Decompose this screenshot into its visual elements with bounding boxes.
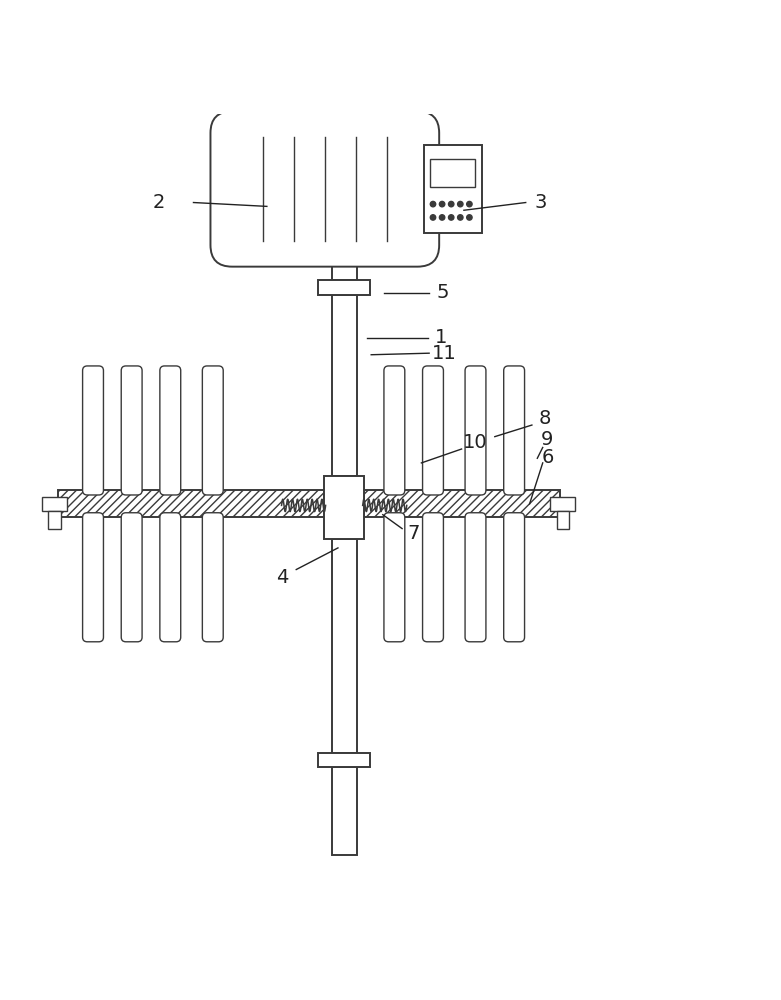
Bar bbox=[318, 753, 370, 767]
FancyBboxPatch shape bbox=[83, 366, 103, 495]
FancyBboxPatch shape bbox=[83, 513, 103, 642]
Text: 3: 3 bbox=[535, 193, 547, 212]
Bar bbox=[430, 159, 476, 187]
Text: 6: 6 bbox=[541, 448, 554, 467]
FancyBboxPatch shape bbox=[160, 513, 180, 642]
FancyBboxPatch shape bbox=[423, 513, 444, 642]
Bar bbox=[324, 476, 364, 539]
Circle shape bbox=[440, 215, 445, 220]
FancyBboxPatch shape bbox=[504, 513, 525, 642]
Bar bbox=[332, 539, 356, 753]
Bar bbox=[424, 145, 482, 233]
Text: 2: 2 bbox=[152, 193, 165, 212]
Circle shape bbox=[458, 201, 463, 207]
FancyBboxPatch shape bbox=[121, 366, 142, 495]
FancyBboxPatch shape bbox=[160, 366, 180, 495]
Text: 8: 8 bbox=[539, 409, 551, 428]
Bar bbox=[318, 280, 370, 295]
FancyBboxPatch shape bbox=[202, 366, 223, 495]
FancyBboxPatch shape bbox=[384, 513, 405, 642]
FancyBboxPatch shape bbox=[384, 366, 405, 495]
Text: 10: 10 bbox=[463, 433, 488, 452]
Text: 9: 9 bbox=[541, 430, 554, 449]
Bar bbox=[59, 490, 324, 517]
Bar bbox=[332, 295, 356, 476]
FancyBboxPatch shape bbox=[202, 513, 223, 642]
Bar bbox=[364, 490, 561, 517]
Text: 4: 4 bbox=[276, 568, 288, 587]
Circle shape bbox=[467, 215, 472, 220]
Circle shape bbox=[440, 201, 445, 207]
FancyBboxPatch shape bbox=[121, 513, 142, 642]
Bar bbox=[332, 245, 356, 280]
Circle shape bbox=[430, 215, 436, 220]
Text: 1: 1 bbox=[434, 328, 447, 347]
Text: 7: 7 bbox=[408, 524, 420, 543]
Circle shape bbox=[458, 215, 463, 220]
Bar bbox=[48, 511, 61, 529]
Bar bbox=[42, 497, 66, 511]
Text: 11: 11 bbox=[432, 344, 457, 363]
FancyBboxPatch shape bbox=[210, 111, 439, 267]
Bar bbox=[557, 511, 569, 529]
FancyBboxPatch shape bbox=[465, 513, 486, 642]
Circle shape bbox=[467, 201, 472, 207]
Circle shape bbox=[430, 201, 436, 207]
Circle shape bbox=[448, 215, 454, 220]
Bar bbox=[332, 767, 356, 855]
Bar bbox=[551, 497, 575, 511]
FancyBboxPatch shape bbox=[465, 366, 486, 495]
Text: 5: 5 bbox=[437, 283, 449, 302]
FancyBboxPatch shape bbox=[504, 366, 525, 495]
Circle shape bbox=[448, 201, 454, 207]
FancyBboxPatch shape bbox=[423, 366, 444, 495]
